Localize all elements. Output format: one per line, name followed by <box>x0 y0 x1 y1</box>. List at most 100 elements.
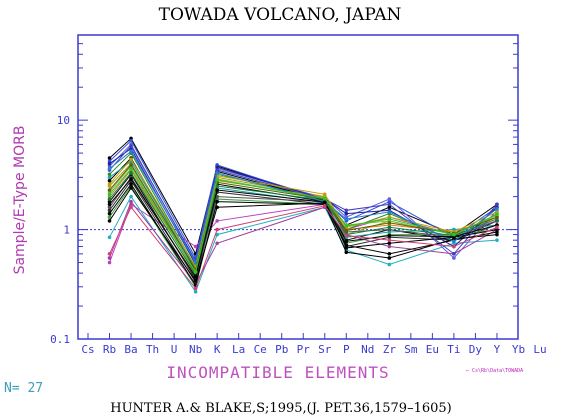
data-point <box>129 186 133 190</box>
chart-title: TOWADA VOLCANO, JAPAN <box>159 5 402 25</box>
x-tick-label: Ba <box>124 343 137 356</box>
data-point <box>387 199 392 204</box>
data-point <box>107 256 112 260</box>
data-point <box>129 149 133 154</box>
x-tick-label: Y <box>494 343 501 356</box>
data-point <box>107 202 112 207</box>
data-point <box>344 228 349 233</box>
x-axis-label: INCOMPATIBLE ELEMENTS <box>166 363 389 382</box>
data-point <box>344 250 349 255</box>
x-tick-label: Nb <box>189 343 202 356</box>
x-tick-label: Pb <box>275 343 288 356</box>
data-point <box>452 252 456 256</box>
y-tick-label: 10 <box>57 114 70 127</box>
sample-count: N= 27 <box>4 381 43 396</box>
x-axis-tick-labels: Cs Rb Ba Th U Nb K La Ce Pb Pr Sr P Nd Zr Sm Eu Ti Dy Y Yb Lu <box>81 333 547 356</box>
data-point <box>107 215 112 219</box>
data-point <box>193 260 198 265</box>
data-point <box>129 138 133 143</box>
series-layer <box>107 136 499 294</box>
x-tick-label: Sr <box>318 343 332 356</box>
data-point <box>107 175 112 180</box>
data-point <box>495 225 499 230</box>
x-tick-label: Pr <box>297 343 311 356</box>
data-point <box>107 219 112 223</box>
data-point <box>107 192 112 197</box>
data-point <box>129 177 133 181</box>
data-point <box>387 202 392 207</box>
x-tick-label: Ti <box>447 343 460 356</box>
data-point <box>215 171 219 175</box>
data-point <box>215 219 219 223</box>
data-point <box>107 188 112 192</box>
x-tick-label: Nd <box>361 343 374 356</box>
data-point <box>495 212 499 217</box>
data-point <box>387 262 392 267</box>
data-point <box>387 233 392 238</box>
data-point <box>129 194 133 199</box>
data-point <box>107 156 112 160</box>
x-tick-label: U <box>171 343 178 356</box>
data-point <box>193 244 198 249</box>
data-point <box>387 244 392 249</box>
data-point <box>107 208 112 213</box>
data-point <box>129 199 133 204</box>
data-point <box>215 227 219 232</box>
data-point <box>495 230 499 234</box>
data-point <box>387 197 392 201</box>
x-tick-label: Ce <box>254 343 267 356</box>
x-tick-label: Cs <box>81 343 94 356</box>
data-point <box>107 260 112 265</box>
data-point <box>215 163 219 167</box>
y-axis-label: Sample/E-Type MORB <box>12 126 28 275</box>
data-point <box>387 210 392 214</box>
data-point <box>387 205 392 210</box>
data-point <box>495 202 499 207</box>
citation: HUNTER A.& BLAKE,S;1995,(J. PET.36,1579–… <box>110 401 451 416</box>
x-tick-label: Th <box>146 343 159 356</box>
data-point <box>107 178 112 183</box>
data-point <box>129 166 133 171</box>
data-point <box>215 165 219 170</box>
data-point <box>387 221 392 225</box>
data-point <box>452 239 456 244</box>
data-point <box>215 199 219 204</box>
data-point <box>107 235 112 240</box>
data-point <box>387 241 392 246</box>
x-tick-label: K <box>214 343 221 356</box>
data-point <box>322 196 327 201</box>
data-point <box>215 188 219 192</box>
data-point <box>344 217 349 221</box>
data-point <box>129 163 133 167</box>
x-tick-label: Sm <box>404 343 418 356</box>
data-point <box>215 168 219 172</box>
plot-frame <box>77 34 519 340</box>
data-point <box>129 171 133 175</box>
data-point <box>495 206 499 211</box>
data-point <box>452 256 456 260</box>
data-point <box>322 200 327 204</box>
x-tick-label: Rb <box>103 343 116 356</box>
data-point <box>129 182 133 186</box>
y-tick-label: 1 <box>63 224 70 237</box>
data-point <box>129 205 133 210</box>
data-point <box>107 161 112 166</box>
data-point <box>107 166 112 171</box>
x-tick-label: La <box>232 343 245 356</box>
data-point <box>107 252 112 256</box>
x-tick-label: P <box>343 343 350 356</box>
data-point <box>215 178 219 182</box>
data-point <box>344 243 349 247</box>
data-point <box>344 208 349 213</box>
data-point <box>495 215 499 219</box>
data-point <box>344 233 349 238</box>
data-point <box>129 144 133 148</box>
data-point <box>344 246 349 250</box>
data-point <box>107 197 112 201</box>
data-point <box>344 224 349 228</box>
data-point <box>344 239 349 244</box>
plot-border <box>77 34 519 340</box>
data-point <box>452 244 456 249</box>
data-point <box>344 211 349 216</box>
